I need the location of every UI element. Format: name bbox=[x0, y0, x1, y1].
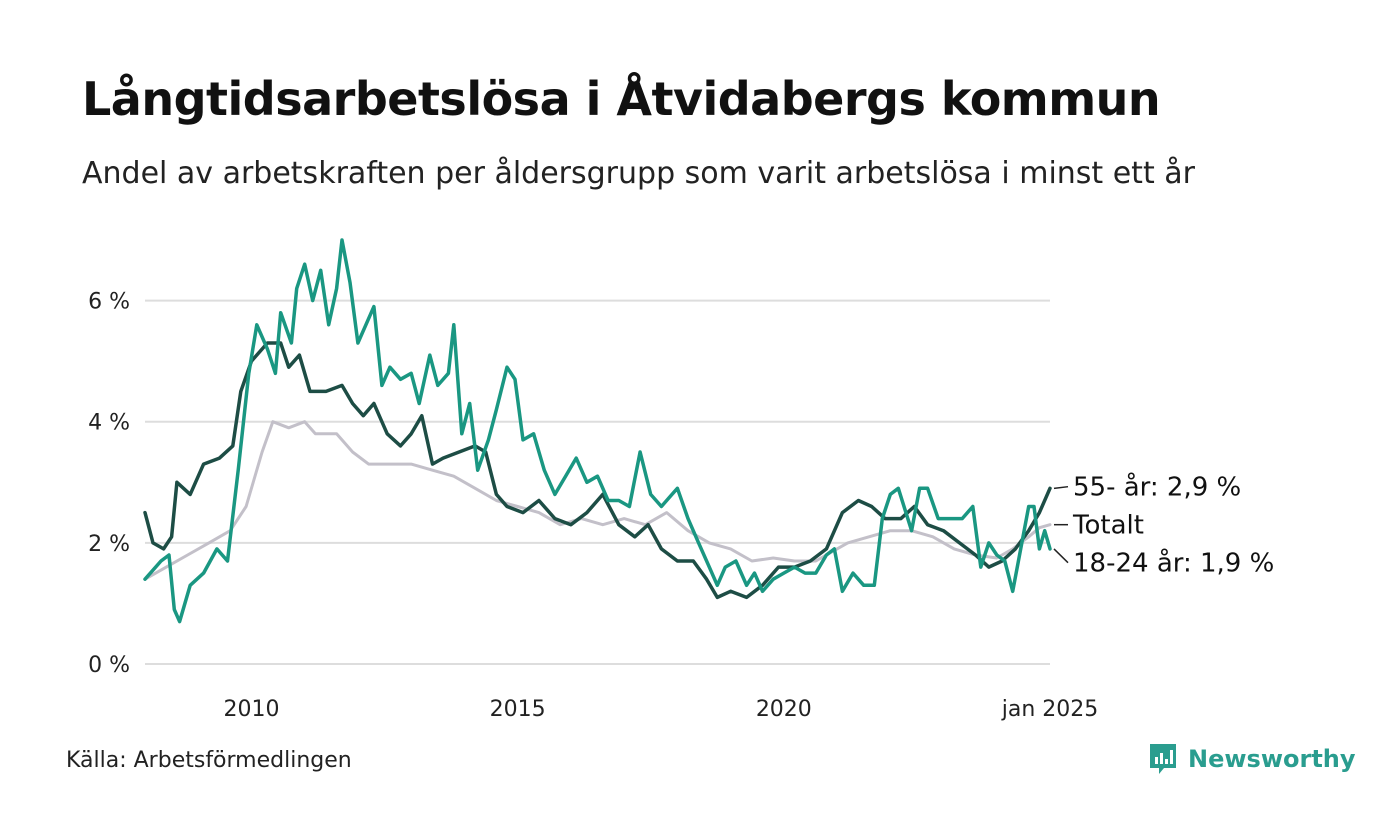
label-connector bbox=[1053, 548, 1069, 564]
chart-subtitle: Andel av arbetskraften per åldersgrupp s… bbox=[82, 156, 1195, 191]
y-tick-label: 0 % bbox=[88, 653, 130, 678]
x-tick-label: 2020 bbox=[756, 697, 812, 722]
series-label-old: 55- år: 2,9 % bbox=[1073, 472, 1241, 503]
x-tick-label: 2010 bbox=[223, 697, 279, 722]
y-tick-label: 4 % bbox=[88, 411, 130, 436]
label-connector bbox=[1053, 485, 1069, 490]
series-lines bbox=[143, 238, 1052, 624]
brand-name: Newsworthy bbox=[1188, 745, 1356, 773]
x-axis-ticks: 2010 2015 2020 jan 2025 bbox=[223, 697, 1098, 722]
series-line-young bbox=[143, 238, 1052, 624]
newsworthy-icon bbox=[1150, 744, 1176, 774]
y-tick-label: 6 % bbox=[88, 290, 130, 315]
y-axis-ticks: 0 % 2 % 4 % 6 % bbox=[88, 290, 130, 678]
x-tick-label: jan 2025 bbox=[1001, 697, 1099, 722]
series-label-young: 18-24 år: 1,9 % bbox=[1073, 548, 1274, 579]
brand-logo: Newsworthy bbox=[1148, 742, 1356, 776]
series-line-total bbox=[143, 420, 1052, 581]
chart-title: Långtidsarbetslösa i Åtvidabergs kommun bbox=[82, 72, 1161, 126]
source-note: Källa: Arbetsförmedlingen bbox=[66, 748, 352, 773]
series-line-old bbox=[143, 341, 1052, 600]
series-label-total: Totalt bbox=[1072, 511, 1144, 541]
y-tick-label: 2 % bbox=[88, 532, 130, 557]
series-labels: Totalt 55- år: 2,9 % 18-24 år: 1,9 % bbox=[1053, 472, 1274, 579]
gridlines bbox=[145, 299, 1050, 665]
x-tick-label: 2015 bbox=[490, 697, 546, 722]
